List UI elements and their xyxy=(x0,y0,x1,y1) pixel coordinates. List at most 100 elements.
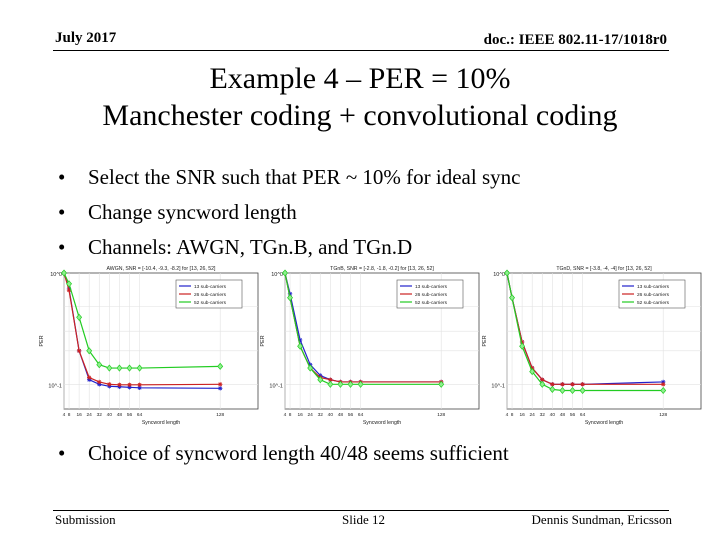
x-tick-label: 16 xyxy=(76,412,82,418)
data-point xyxy=(107,382,112,387)
chart-title: AWGN, SNR = [-10.4, -9.3, -8.2] for [13,… xyxy=(107,266,216,272)
bullet-dot-icon: • xyxy=(58,165,66,189)
x-tick-label: 128 xyxy=(216,412,224,418)
x-tick-label: 16 xyxy=(519,412,525,418)
series-line xyxy=(284,272,442,385)
data-point xyxy=(66,288,72,293)
data-point xyxy=(357,380,364,388)
x-tick-label: 24 xyxy=(308,412,314,418)
legend-label: 52 sub-carriers xyxy=(415,300,448,306)
bullet-item: • Select the SNR such that PER ~ 10% for … xyxy=(58,160,520,195)
legend-label: 13 sub-carriers xyxy=(194,284,227,290)
legend-box xyxy=(618,279,686,309)
data-point xyxy=(661,382,666,387)
data-point xyxy=(519,342,526,350)
data-point xyxy=(137,382,142,387)
data-point xyxy=(570,382,575,387)
data-point xyxy=(61,269,67,277)
legend-label: 26 sub-carriers xyxy=(637,292,670,298)
data-point xyxy=(297,337,303,343)
x-tick-label: 56 xyxy=(348,412,354,418)
x-tick-label: 40 xyxy=(550,412,556,418)
data-point xyxy=(97,382,102,387)
data-point xyxy=(529,365,535,371)
slide-title: Example 4 – PER = 10% Manchester coding … xyxy=(0,60,720,134)
x-tick-label: 24 xyxy=(530,412,536,418)
bullet-item: • Channels: AWGN, TGn.B, and TGn.D xyxy=(58,230,520,265)
y-axis-label: PER xyxy=(260,335,266,346)
data-point xyxy=(126,364,133,372)
x-tick-label: 128 xyxy=(437,412,445,418)
data-point xyxy=(127,385,132,390)
data-point xyxy=(137,385,142,391)
legend-label: 13 sub-carriers xyxy=(415,284,448,290)
bullet-text: Change syncword length xyxy=(88,200,297,224)
data-point xyxy=(287,291,293,297)
data-point xyxy=(217,362,224,370)
x-tick-label: 64 xyxy=(137,412,143,418)
data-point xyxy=(86,347,93,355)
data-point xyxy=(328,377,333,382)
x-tick-label: 64 xyxy=(580,412,586,418)
data-point xyxy=(76,313,83,321)
y-axis-label: PER xyxy=(482,335,488,346)
data-point xyxy=(127,382,132,387)
data-point xyxy=(106,364,113,372)
data-point xyxy=(117,382,122,387)
data-point xyxy=(97,379,102,385)
data-point xyxy=(96,361,103,369)
bullet-text: Channels: AWGN, TGn.B, and TGn.D xyxy=(88,235,413,259)
y-tick-label: 10^0 xyxy=(271,272,283,278)
x-tick-label: 8 xyxy=(289,412,292,418)
x-tick-label: 40 xyxy=(107,412,113,418)
chart-title: TGnD, SNR = [-3.8, -4, -4] for [13, 26, … xyxy=(556,266,652,272)
legend-label: 52 sub-carriers xyxy=(194,300,227,306)
data-point xyxy=(539,380,546,388)
data-point xyxy=(317,376,324,384)
series-line xyxy=(506,272,664,392)
data-point xyxy=(579,386,586,395)
x-tick-label: 56 xyxy=(127,412,133,418)
x-axis-label: Syncword length xyxy=(585,420,623,426)
y-axis-label: PER xyxy=(39,335,45,346)
x-tick-label: 32 xyxy=(97,412,103,418)
header-date: July 2017 xyxy=(55,30,117,46)
data-point xyxy=(282,269,288,277)
data-point xyxy=(509,294,515,302)
series-line xyxy=(63,272,221,386)
footer-submission: Submission xyxy=(55,512,116,527)
data-point xyxy=(529,368,536,376)
data-point xyxy=(438,380,445,388)
bullet-dot-icon: • xyxy=(58,235,66,259)
data-point xyxy=(136,364,143,372)
data-point xyxy=(549,385,556,393)
data-point xyxy=(116,364,123,372)
x-tick-label: 40 xyxy=(328,412,334,418)
footer-author: Dennis Sundman, Ericsson xyxy=(531,512,672,527)
x-tick-label: 48 xyxy=(560,412,566,418)
chart-title: TGnB, SNR = [-2.8, -1.8, -0.2] for [13, … xyxy=(330,266,434,272)
legend-label: 26 sub-carriers xyxy=(194,292,227,298)
legend-label: 13 sub-carriers xyxy=(637,284,670,290)
x-tick-label: 24 xyxy=(87,412,93,418)
per-plot-tgnd: TGnD, SNR = [-3.8, -4, -4] for [13, 26, … xyxy=(482,266,702,426)
per-plot-awgn: AWGN, SNR = [-10.4, -9.3, -8.2] for [13,… xyxy=(39,266,259,426)
data-point xyxy=(327,380,334,388)
data-point xyxy=(337,380,344,388)
series-line xyxy=(63,272,221,369)
bullet-dot-icon: • xyxy=(58,200,66,224)
conclusion-bullet: • Choice of syncword length 40/48 seems s… xyxy=(58,436,509,471)
x-tick-label: 56 xyxy=(570,412,576,418)
data-point xyxy=(519,339,525,345)
data-point xyxy=(297,342,304,350)
x-axis-label: Syncword length xyxy=(363,420,401,426)
slide-title-line-2: Manchester coding + convolutional coding xyxy=(102,99,618,132)
per-plot-tgnb: TGnB, SNR = [-2.8, -1.8, -0.2] for [13, … xyxy=(260,266,480,426)
footer-slide-number: Slide 12 xyxy=(342,512,385,527)
data-point xyxy=(559,386,566,395)
data-point xyxy=(580,382,585,387)
data-point xyxy=(218,386,223,391)
bullet-dot-icon: • xyxy=(58,441,66,465)
x-axis-label: Syncword length xyxy=(142,420,180,426)
x-tick-label: 64 xyxy=(358,412,364,418)
